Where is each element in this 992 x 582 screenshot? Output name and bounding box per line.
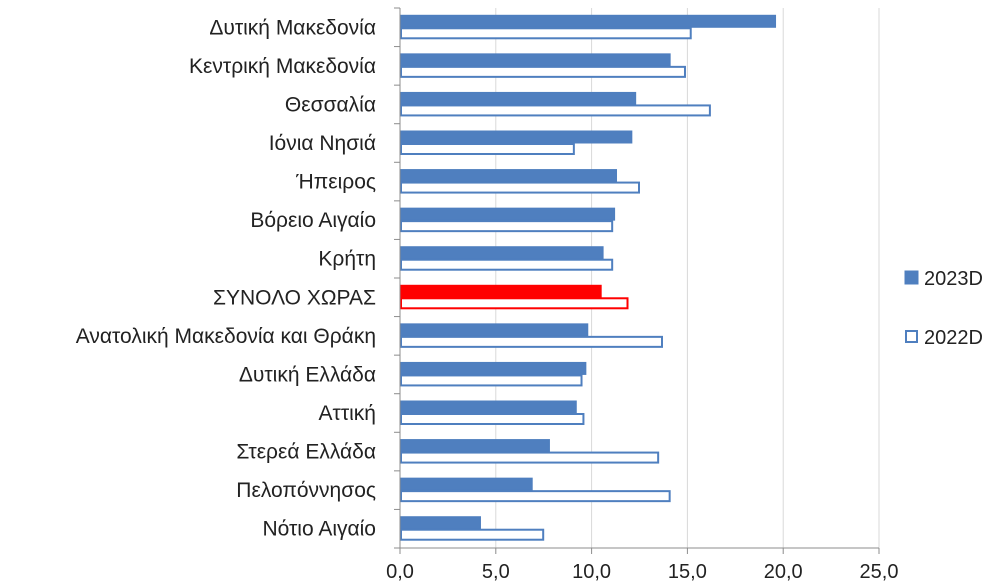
bar-2022 [400,181,640,194]
x-tick-label: 0,0 [386,561,414,582]
category-label: Ανατολική Μακεδονία και Θράκη [76,325,376,348]
bar-2023 [399,53,671,67]
bar-2023 [399,169,618,183]
x-axis: 0,0 5,0 10,0 15,0 20,0 25,0 [386,7,899,582]
legend-swatch-2022 [905,330,918,343]
gridlines [495,8,880,548]
bar-2022 [400,335,663,348]
bar-2023 [399,361,587,375]
bar-2022 [400,413,585,425]
bar-2023 [399,400,577,414]
x-tick-label: 15,0 [668,561,707,582]
bar-2023 [399,91,637,105]
bar-2022 [400,490,671,503]
bar-2023 [399,130,633,144]
category-label: Δυτική Ελλάδα [239,363,376,386]
category-label: Αττική [319,402,376,425]
bar-2023 [399,284,602,298]
bar-2022 [400,143,575,155]
bar-2022 [400,528,545,541]
bar-2022 [400,374,583,387]
bar-2023 [399,246,604,260]
bar-2023 [399,516,481,530]
legend-label-2022: 2022D [924,327,983,349]
bar-2023 [399,207,616,221]
bar-2023 [399,439,550,453]
category-label: Ιόνια Νησιά [269,132,376,155]
x-tick-label: 20,0 [764,561,803,582]
category-label: Βόρειο Αιγαίο [250,209,376,232]
x-tick-label: 25,0 [860,561,899,582]
category-label: Κεντρική Μακεδονία [189,55,376,78]
legend-label-2023: 2023D [924,268,983,290]
category-label: Ήπειρος [295,171,376,194]
bar-2022 [400,297,629,310]
bar-2023 [399,323,589,337]
bar-2023 [399,14,777,28]
x-tick-label: 5,0 [482,561,510,582]
category-label: ΣΥΝΟΛΟ ΧΩΡΑΣ [213,286,376,309]
bars [399,14,777,541]
category-label: Νότιο Αιγαίο [262,518,376,541]
legend-swatch-2023 [904,270,919,285]
category-label: Πελοπόννησος [236,479,376,502]
legend: 2023D 2022D [904,268,983,349]
bar-2022 [400,258,614,271]
bar-2022 [400,220,614,233]
bar-2022 [400,104,711,117]
category-label: Στερεά Ελλάδα [236,441,376,464]
category-label: Δυτική Μακεδονία [209,16,376,39]
x-tick-label: 10,0 [572,561,611,582]
bar-2022 [400,65,686,78]
category-labels: Δυτική Μακεδονία Κεντρική Μακεδονία Θεσσαλ… [76,16,376,540]
bar-2022 [400,27,692,40]
bar-2022 [400,451,660,464]
bar-2023 [399,477,533,491]
category-label: Κρήτη [318,248,376,271]
category-label: Θεσσαλία [285,93,376,116]
